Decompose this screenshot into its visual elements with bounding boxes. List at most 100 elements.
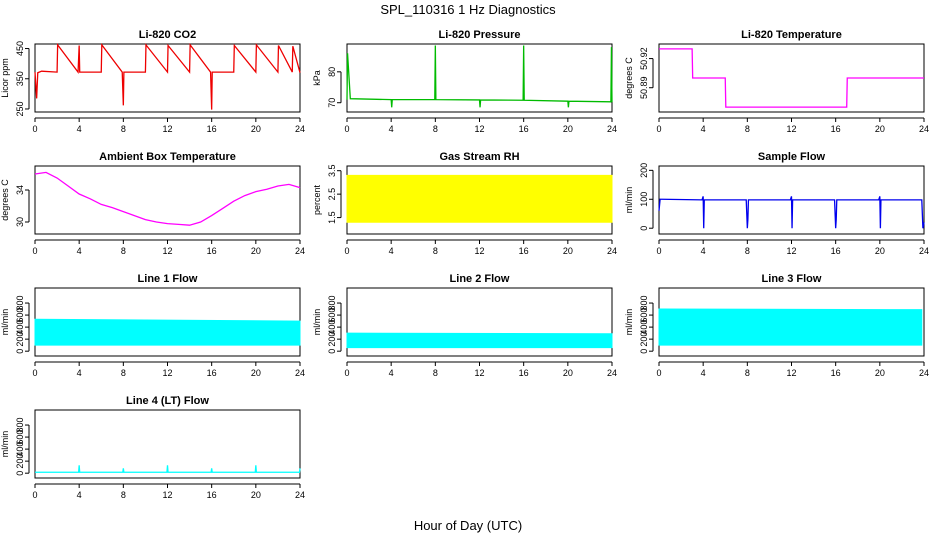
ambient-temp-chart: Ambient Box Temperature 0 4 8 12 16 20 24 30 34 de…	[0, 151, 305, 256]
y-tick-label: 100	[639, 192, 649, 207]
y-tick-label: 50.89	[639, 76, 649, 99]
x-tick-label: 8	[121, 246, 126, 256]
y-tick-label: 450	[15, 41, 25, 56]
x-tick-label: 4	[77, 124, 82, 134]
y-tick-label: 0	[15, 471, 25, 476]
x-tick-label: 16	[519, 124, 529, 134]
y-tick-label: 0	[639, 349, 649, 354]
x-tick-label: 8	[121, 490, 126, 500]
panel-title: Li-820 Pressure	[439, 29, 521, 41]
y-axis-label: ml/min	[312, 309, 322, 336]
x-tick-label: 0	[656, 246, 661, 256]
x-tick-label: 4	[701, 246, 706, 256]
y-tick-label: 0	[15, 349, 25, 354]
x-tick-label: 4	[389, 124, 394, 134]
y-tick-label: 400	[639, 320, 649, 335]
y-tick-label: 50.92	[639, 47, 649, 70]
series-line	[346, 45, 613, 108]
plot-frame	[34, 165, 301, 235]
x-tick-label: 8	[121, 368, 126, 378]
x-tick-label: 0	[656, 124, 661, 134]
x-tick-label: 0	[656, 368, 661, 378]
x-tick-label: 24	[919, 124, 929, 134]
y-tick-label: 200	[639, 332, 649, 347]
x-tick-label: 8	[121, 124, 126, 134]
x-tick-label: 12	[162, 368, 172, 378]
panel-title: Sample Flow	[758, 151, 826, 163]
y-axis-label: Licor ppm	[0, 58, 10, 98]
y-tick-label: 0	[639, 226, 649, 231]
x-tick-label: 8	[433, 124, 438, 134]
temperature-chart: Li-820 Temperature 0 4 8 12 16 20 24 50.89 50.92 d…	[624, 29, 929, 134]
x-tick-label: 0	[344, 246, 349, 256]
series-line	[658, 196, 925, 229]
x-tick-label: 0	[32, 246, 37, 256]
x-tick-label: 8	[745, 124, 750, 134]
x-tick-label: 12	[474, 368, 484, 378]
y-tick-label: 3.5	[327, 164, 337, 177]
x-tick-label: 16	[519, 246, 529, 256]
x-tick-label: 20	[875, 246, 885, 256]
x-tick-label: 24	[295, 490, 305, 500]
y-tick-label: 2.5	[327, 188, 337, 201]
x-tick-label: 20	[563, 246, 573, 256]
x-tick-label: 0	[32, 124, 37, 134]
panel-title: Line 2 Flow	[450, 273, 510, 285]
y-tick-label: 70	[327, 98, 337, 108]
x-tick-label: 24	[607, 368, 617, 378]
x-tick-label: 20	[563, 124, 573, 134]
y-tick-label: 350	[15, 71, 25, 86]
y-tick-label: 200	[15, 454, 25, 469]
x-tick-label: 4	[701, 368, 706, 378]
x-tick-label: 24	[607, 124, 617, 134]
y-tick-label: 30	[15, 217, 25, 227]
x-tick-label: 20	[875, 124, 885, 134]
y-axis-label: ml/min	[0, 309, 10, 336]
x-tick-label: 0	[344, 124, 349, 134]
y-axis-label: ml/min	[624, 187, 634, 214]
x-tick-label: 16	[207, 124, 217, 134]
series-band	[658, 308, 923, 346]
plot-frame	[346, 287, 613, 357]
x-tick-label: 4	[389, 368, 394, 378]
y-tick-label: 80	[327, 67, 337, 77]
figure-title: SPL_110316 1 Hz Diagnostics	[380, 2, 556, 17]
y-axis-label: degrees C	[624, 57, 634, 99]
series-line	[34, 43, 301, 110]
y-tick-label: 200	[639, 163, 649, 178]
x-tick-label: 12	[786, 246, 796, 256]
plot-frame	[658, 165, 925, 235]
x-tick-label: 16	[207, 368, 217, 378]
x-tick-label: 16	[831, 368, 841, 378]
x-axis-label: Hour of Day (UTC)	[413, 518, 523, 533]
x-tick-label: 12	[786, 368, 796, 378]
x-tick-label: 8	[433, 368, 438, 378]
y-tick-label: 800	[15, 418, 25, 433]
x-tick-label: 16	[207, 246, 217, 256]
rh-chart: Gas Stream RH 0 4 8 12 16 20 24 1.5 2.5 3.5 percent	[312, 151, 617, 256]
y-tick-label: 34	[15, 185, 25, 195]
y-axis-label: kPa	[312, 70, 322, 86]
line4-flow-chart: Line 4 (LT) Flow 0 4 8 12 16 20 24 0 200400600800…	[0, 395, 305, 500]
x-tick-label: 20	[875, 368, 885, 378]
series-band	[34, 318, 301, 346]
series-line	[34, 171, 301, 226]
panel-title: Li-820 CO2	[139, 29, 196, 41]
y-tick-label: 400	[15, 442, 25, 457]
x-tick-label: 4	[701, 124, 706, 134]
x-tick-label: 12	[474, 124, 484, 134]
y-tick-label: 400	[15, 320, 25, 335]
x-tick-label: 16	[831, 246, 841, 256]
x-tick-label: 4	[77, 490, 82, 500]
y-tick-label: 600	[15, 308, 25, 323]
x-tick-label: 12	[786, 124, 796, 134]
y-tick-label: 1.5	[327, 211, 337, 224]
y-tick-label: 800	[15, 296, 25, 311]
x-tick-label: 20	[251, 368, 261, 378]
y-tick-label: 600	[15, 430, 25, 445]
y-tick-label: 800	[327, 296, 337, 311]
x-tick-label: 16	[831, 124, 841, 134]
y-tick-label: 600	[639, 308, 649, 323]
y-tick-label: 250	[15, 101, 25, 116]
